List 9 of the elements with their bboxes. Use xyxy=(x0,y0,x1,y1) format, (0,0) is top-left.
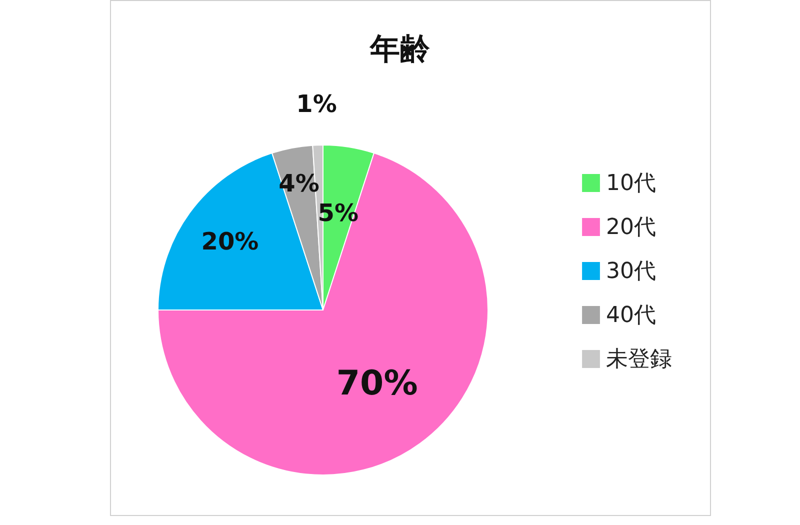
data-label: 20% xyxy=(201,227,259,256)
legend-label: 10代 xyxy=(606,171,656,196)
data-label: 70% xyxy=(336,363,418,404)
legend-label: 未登録 xyxy=(606,347,672,372)
legend-label: 40代 xyxy=(606,303,656,328)
legend-label: 30代 xyxy=(606,259,656,284)
legend-label: 20代 xyxy=(606,215,656,240)
chart-title: 年齢 xyxy=(369,32,430,67)
data-label: 1% xyxy=(296,90,337,118)
